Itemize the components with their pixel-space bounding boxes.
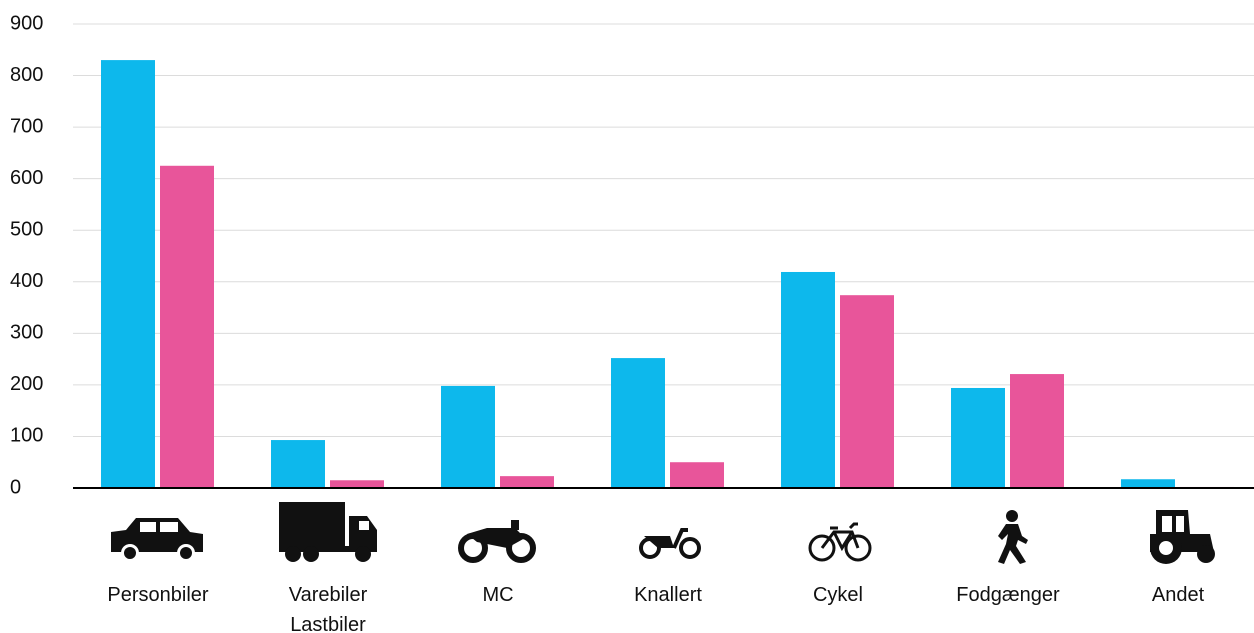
bar <box>330 480 384 488</box>
y-tick-label: 200 <box>10 373 43 395</box>
bar <box>781 271 835 488</box>
mc-icon <box>458 520 536 563</box>
car-icon <box>111 518 203 562</box>
y-tick-label: 900 <box>10 12 43 34</box>
bar <box>1121 479 1175 488</box>
bar <box>1010 374 1064 488</box>
bar <box>951 387 1005 488</box>
icons <box>111 502 1215 564</box>
bike-icon <box>808 522 872 562</box>
bar <box>271 440 325 488</box>
y-tick-label: 400 <box>10 270 43 292</box>
truck-icon <box>279 502 377 562</box>
y-tick-label: 100 <box>10 425 43 447</box>
x-tick-label: Cykel <box>812 584 863 606</box>
pedestrian-icon <box>998 510 1028 564</box>
bar <box>500 476 554 488</box>
y-tick-label: 800 <box>10 64 43 86</box>
x-tick-label: Personbiler <box>107 584 209 606</box>
tractor-icon <box>1150 510 1215 564</box>
bar <box>840 295 894 488</box>
bar <box>670 462 724 488</box>
y-tick-label: 500 <box>10 219 43 241</box>
y-tick-label: 700 <box>10 115 43 137</box>
x-tick-label: MC <box>482 584 514 606</box>
y-tick-label: 600 <box>10 167 43 189</box>
bar <box>160 165 214 488</box>
bar <box>441 385 495 488</box>
x-tick-label: Fodgænger <box>956 584 1060 606</box>
y-tick-label: 0 <box>10 476 21 498</box>
x-tick-label: Andet <box>1151 584 1205 606</box>
moped-icon <box>639 528 701 559</box>
bar <box>611 358 665 488</box>
x-tick-label: Knallert <box>634 584 702 606</box>
x-tick-label: Varebiler Lastbiler <box>288 584 368 633</box>
bar <box>101 60 155 488</box>
y-tick-label: 300 <box>10 322 43 344</box>
